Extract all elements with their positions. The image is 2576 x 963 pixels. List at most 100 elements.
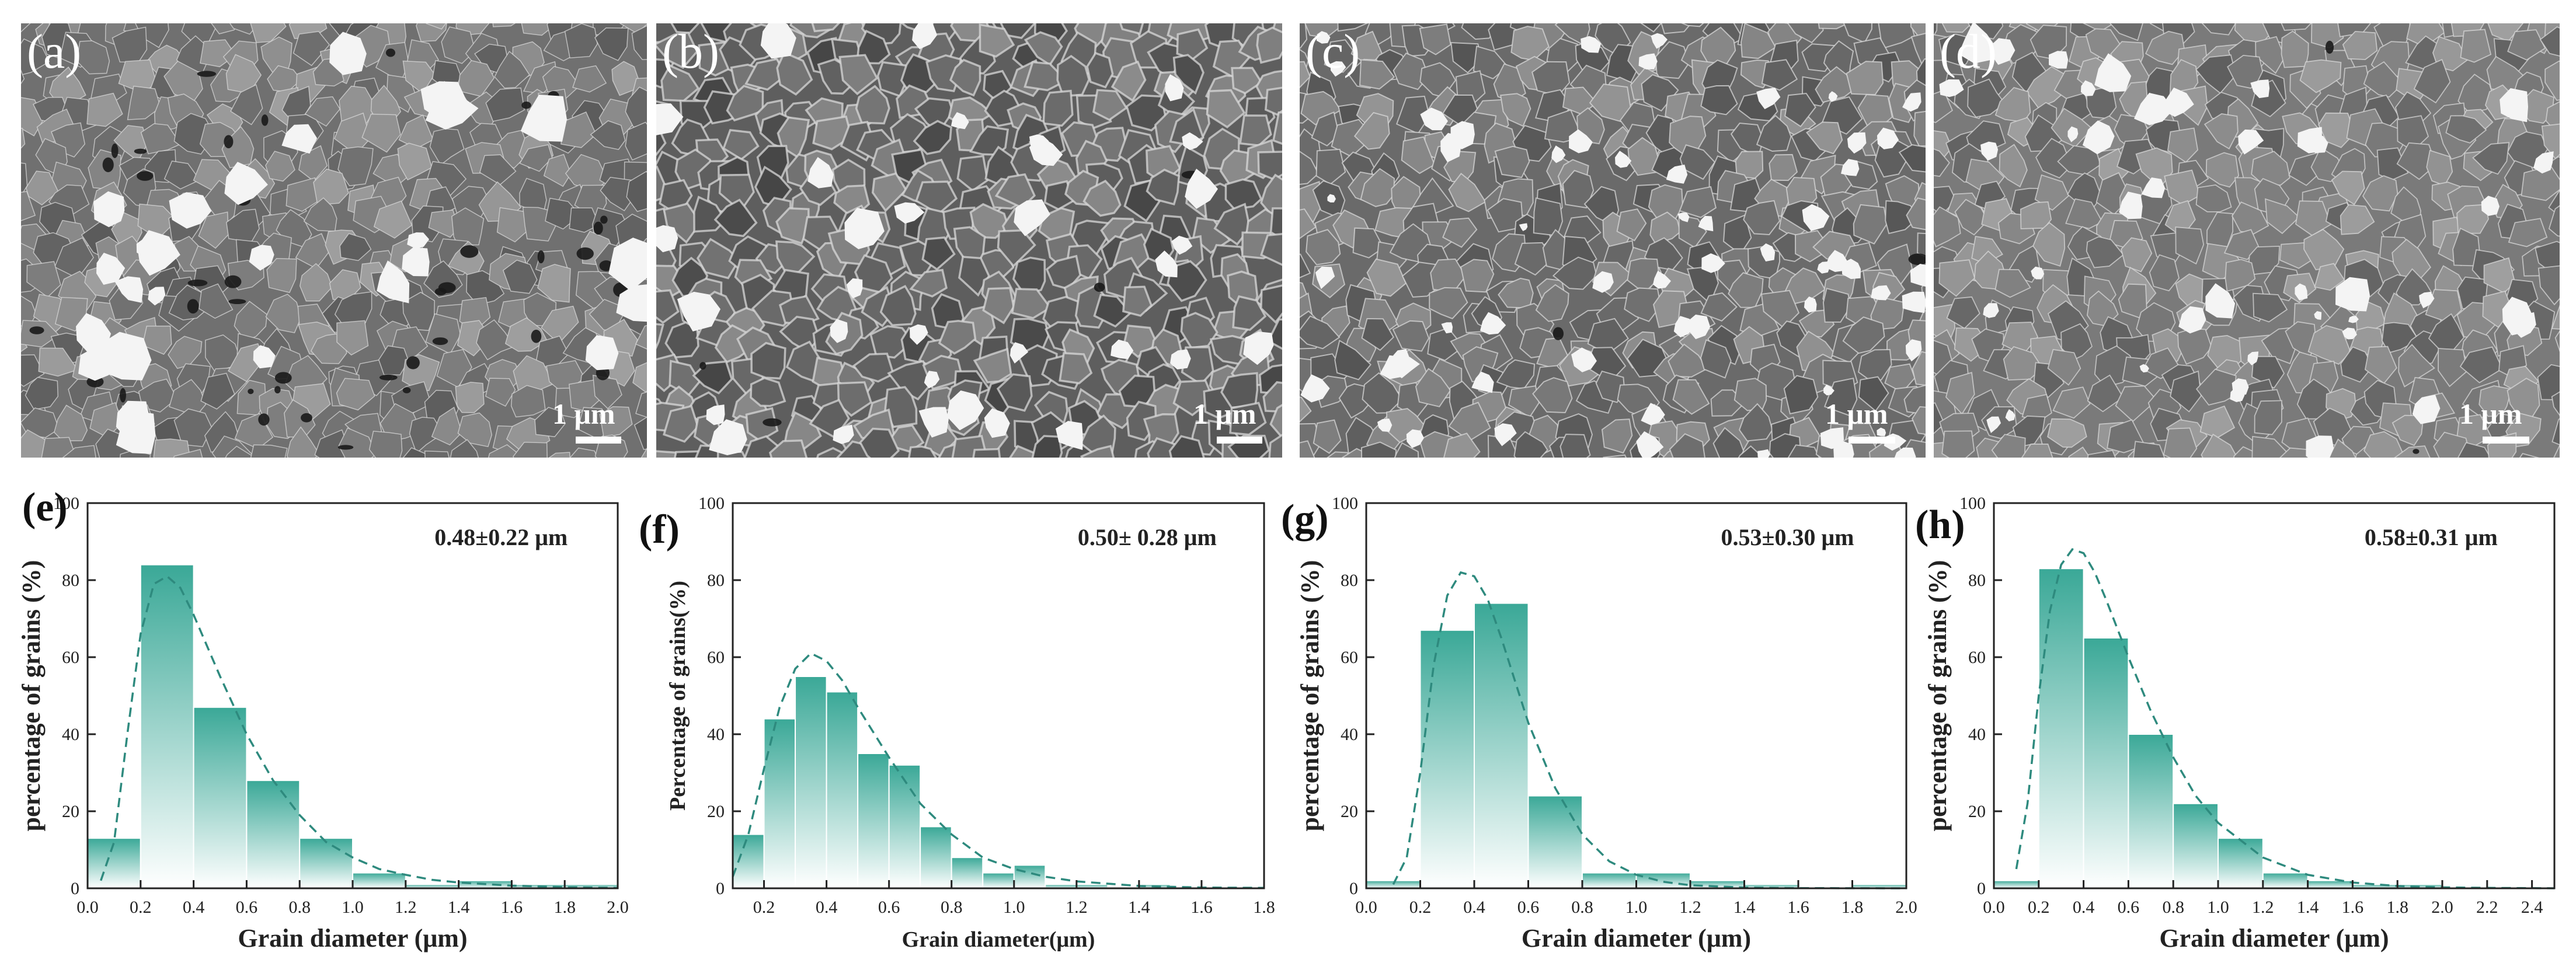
panel-letter-h: (h) [1915, 503, 1965, 547]
micrograph-a-texture [21, 23, 647, 458]
fit-curve [100, 575, 618, 889]
x-tick-label: 0.2 [753, 898, 775, 917]
x-tick-label: 0.0 [1983, 898, 2005, 917]
y-tick-label: 20 [1968, 802, 1986, 821]
micrograph-c-texture [1300, 23, 1926, 458]
y-tick-label: 20 [707, 802, 725, 821]
scale-label-b: 1 μm [1193, 397, 1256, 430]
x-tick-label: 1.6 [501, 898, 523, 917]
x-tick-label: 0.8 [941, 898, 963, 917]
bar-h-4 [2173, 802, 2219, 889]
x-tick-label: 2.2 [2476, 898, 2498, 917]
panel-letter-a: (a) [27, 25, 82, 79]
y-tick-label: 100 [698, 494, 725, 513]
x-tick-label: 1.0 [1625, 898, 1648, 917]
y-tick-label: 100 [1959, 494, 1986, 513]
x-tick-label: 2.0 [1895, 898, 1917, 917]
x-tick-label: 1.4 [1733, 898, 1756, 917]
plot-frame [732, 502, 1265, 889]
panel-letter-b: (b) [662, 25, 719, 79]
fit-curve [2015, 548, 2555, 889]
bar-f-7 [951, 857, 984, 889]
x-tick-label: 1.4 [1128, 898, 1150, 917]
x-tick-label: 1.6 [1190, 898, 1213, 917]
scale-label-d: 1 μm [2459, 397, 2522, 430]
histogram-f-plot: 0.2 0.4 0.6 0.8 1.0 1.2 1.4 1.6 1.8 0 20 40 60 80 100 G… [666, 494, 1275, 952]
x-tick-label: 1.2 [2252, 898, 2274, 917]
x-tick-label: 0.6 [236, 898, 258, 917]
micrograph-c: (c) 1 μm [1300, 23, 1926, 458]
x-axis-label: Grain diameter(μm) [902, 927, 1095, 952]
scale-label-a: 1 μm [552, 397, 615, 430]
x-axis-label: Grain diameter (μm) [238, 924, 467, 952]
x-tick-label: 1.4 [448, 898, 470, 917]
bar-g-1 [1419, 629, 1475, 889]
bar-f-3 [826, 691, 859, 889]
panel-letter-g: (g) [1281, 497, 1329, 542]
bar-e-5 [352, 872, 406, 889]
x-tick-label: 0.8 [1571, 898, 1593, 917]
bar-h-6 [2262, 872, 2309, 889]
y-tick-label: 80 [62, 571, 79, 590]
x-tick-label: 0.6 [2118, 898, 2140, 917]
bar-e-2 [193, 706, 248, 889]
bar-h-5 [2218, 838, 2264, 889]
scale-bar-b [1217, 437, 1262, 444]
x-tick-label: 0.0 [1355, 898, 1377, 917]
y-axis-label: Percentage of grains(%) [666, 581, 690, 811]
x-tick-label: 0.6 [878, 898, 900, 917]
bar-g-0 [1366, 880, 1421, 889]
x-tick-label: 2.0 [2431, 898, 2453, 917]
x-tick-label: 1.0 [1003, 898, 1025, 917]
bar-g-5 [1635, 872, 1691, 889]
mean-size-annotation: 0.53±0.30 μm [1721, 524, 1854, 550]
bar-h-0 [1993, 880, 2039, 889]
bar-e-1 [140, 564, 194, 889]
bar-f-9 [1013, 864, 1046, 889]
y-tick-label: 0 [716, 879, 725, 898]
y-tick-label: 60 [62, 648, 79, 667]
y-tick-label: 100 [53, 494, 79, 513]
bar-f-8 [982, 872, 1015, 889]
bar-f-2 [795, 676, 827, 889]
y-axis-label: percentage of grains (%) [17, 560, 46, 832]
x-tick-label: 1.4 [2297, 898, 2319, 917]
histogram-e-plot: 0.0 0.2 0.4 0.6 0.8 1.0 1.2 1.4 1.6 1.8 2.0 0 20 40 60… [17, 494, 629, 952]
bar-g-4 [1582, 872, 1637, 889]
panel-letter-f: (f) [639, 507, 680, 552]
panel-letter-e: (e) [22, 485, 68, 530]
mean-size-annotation: 0.58±0.31 μm [2365, 524, 2498, 550]
histogram-f: 0.2 0.4 0.6 0.8 1.0 1.2 1.4 1.6 1.8 0 20 40 60 80 100 G… [636, 484, 1284, 963]
x-axis-label: Grain diameter (μm) [1522, 924, 1751, 952]
bar-h-3 [2128, 734, 2174, 889]
bar-h-1 [2038, 568, 2084, 889]
x-tick-label: 0.6 [1517, 898, 1540, 917]
micrograph-b-texture [656, 23, 1282, 458]
y-tick-label: 0 [1349, 879, 1358, 898]
x-tick-label: 0.4 [816, 898, 838, 917]
histogram-g-plot: 0.0 0.2 0.4 0.6 0.8 1.0 1.2 1.4 1.6 1.8 2.0 0 20 40 60… [1296, 494, 1917, 952]
x-tick-label: 0.4 [1463, 898, 1485, 917]
y-tick-label: 80 [1341, 571, 1358, 590]
x-tick-label: 1.8 [554, 898, 576, 917]
x-tick-label: 1.8 [1253, 898, 1275, 917]
bar-g-2 [1474, 602, 1529, 889]
bar-f-4 [857, 753, 890, 889]
panel-letter-d: (d) [1940, 25, 1997, 79]
x-tick-label: 0.2 [2028, 898, 2050, 917]
y-axis-label: percentage of grains (%) [1923, 560, 1952, 832]
histogram-e: 0.0 0.2 0.4 0.6 0.8 1.0 1.2 1.4 1.6 1.8 2.0 0 20 40 60… [0, 484, 642, 963]
x-tick-label: 1.6 [2342, 898, 2364, 917]
bar-f-5 [888, 764, 921, 889]
y-tick-label: 100 [1332, 494, 1358, 513]
mean-size-annotation: 0.48±0.22 μm [434, 524, 568, 550]
y-tick-label: 40 [707, 725, 725, 744]
x-tick-label: 0.4 [183, 898, 205, 917]
scale-bar-c [1849, 437, 1895, 444]
y-tick-label: 60 [1341, 648, 1358, 667]
micrograph-a: (a) 1 μm [21, 23, 647, 458]
y-tick-label: 40 [62, 725, 79, 744]
y-tick-label: 80 [1968, 571, 1986, 590]
x-tick-label: 1.8 [1842, 898, 1864, 917]
x-tick-label: 0.8 [2162, 898, 2184, 917]
